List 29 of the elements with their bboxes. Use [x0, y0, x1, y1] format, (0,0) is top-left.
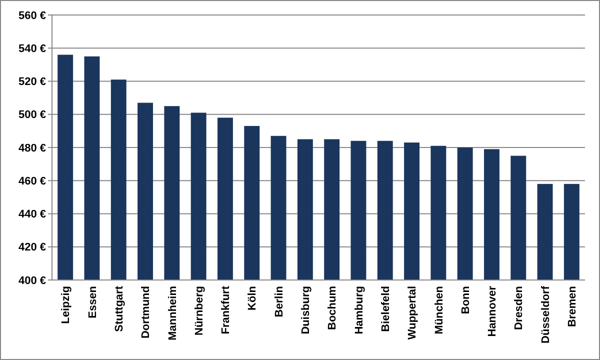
- y-tick-label: 540 €: [18, 42, 46, 55]
- x-tick-label: Bochum: [326, 286, 339, 330]
- x-tick-label: Bielefeld: [380, 286, 392, 332]
- y-tick-label: 500 €: [18, 109, 46, 122]
- x-tick-label: Mannheim: [166, 286, 179, 340]
- x-tick-label: Dortmund: [140, 286, 152, 339]
- x-tick-label: Frankfurt: [220, 286, 232, 334]
- x-tick-label: Stuttgart: [113, 286, 126, 332]
- x-tick-label: Bremen: [566, 286, 579, 327]
- y-tick-label: 480 €: [18, 142, 46, 154]
- x-tick-label: Leipzig: [60, 286, 72, 324]
- y-tick-label: 560 €: [18, 10, 46, 22]
- x-tick-label: Nürnberg: [193, 286, 206, 336]
- y-tick-label: 420 €: [18, 242, 46, 254]
- x-tick-label: Essen: [86, 286, 99, 318]
- x-tick-label: Bonn: [460, 286, 472, 314]
- x-tick-label: Hamburg: [353, 286, 366, 334]
- x-tick-label: Berlin: [273, 286, 286, 318]
- x-tick-label: Wuppertal: [406, 286, 419, 340]
- x-tick-label: Hannover: [486, 285, 499, 337]
- x-tick-label: Dresden: [513, 286, 526, 330]
- x-tick-label: Duisburg: [300, 286, 312, 334]
- y-tick-label: 460 €: [18, 175, 46, 188]
- x-tick-label: Köln: [246, 286, 259, 310]
- y-tick-label: 520 €: [18, 76, 46, 88]
- y-tick-label: 400 €: [18, 274, 46, 287]
- x-tick-label: Düsseldorf: [540, 286, 552, 344]
- y-tick-label: 440 €: [18, 208, 46, 221]
- x-tick-label: München: [433, 286, 446, 334]
